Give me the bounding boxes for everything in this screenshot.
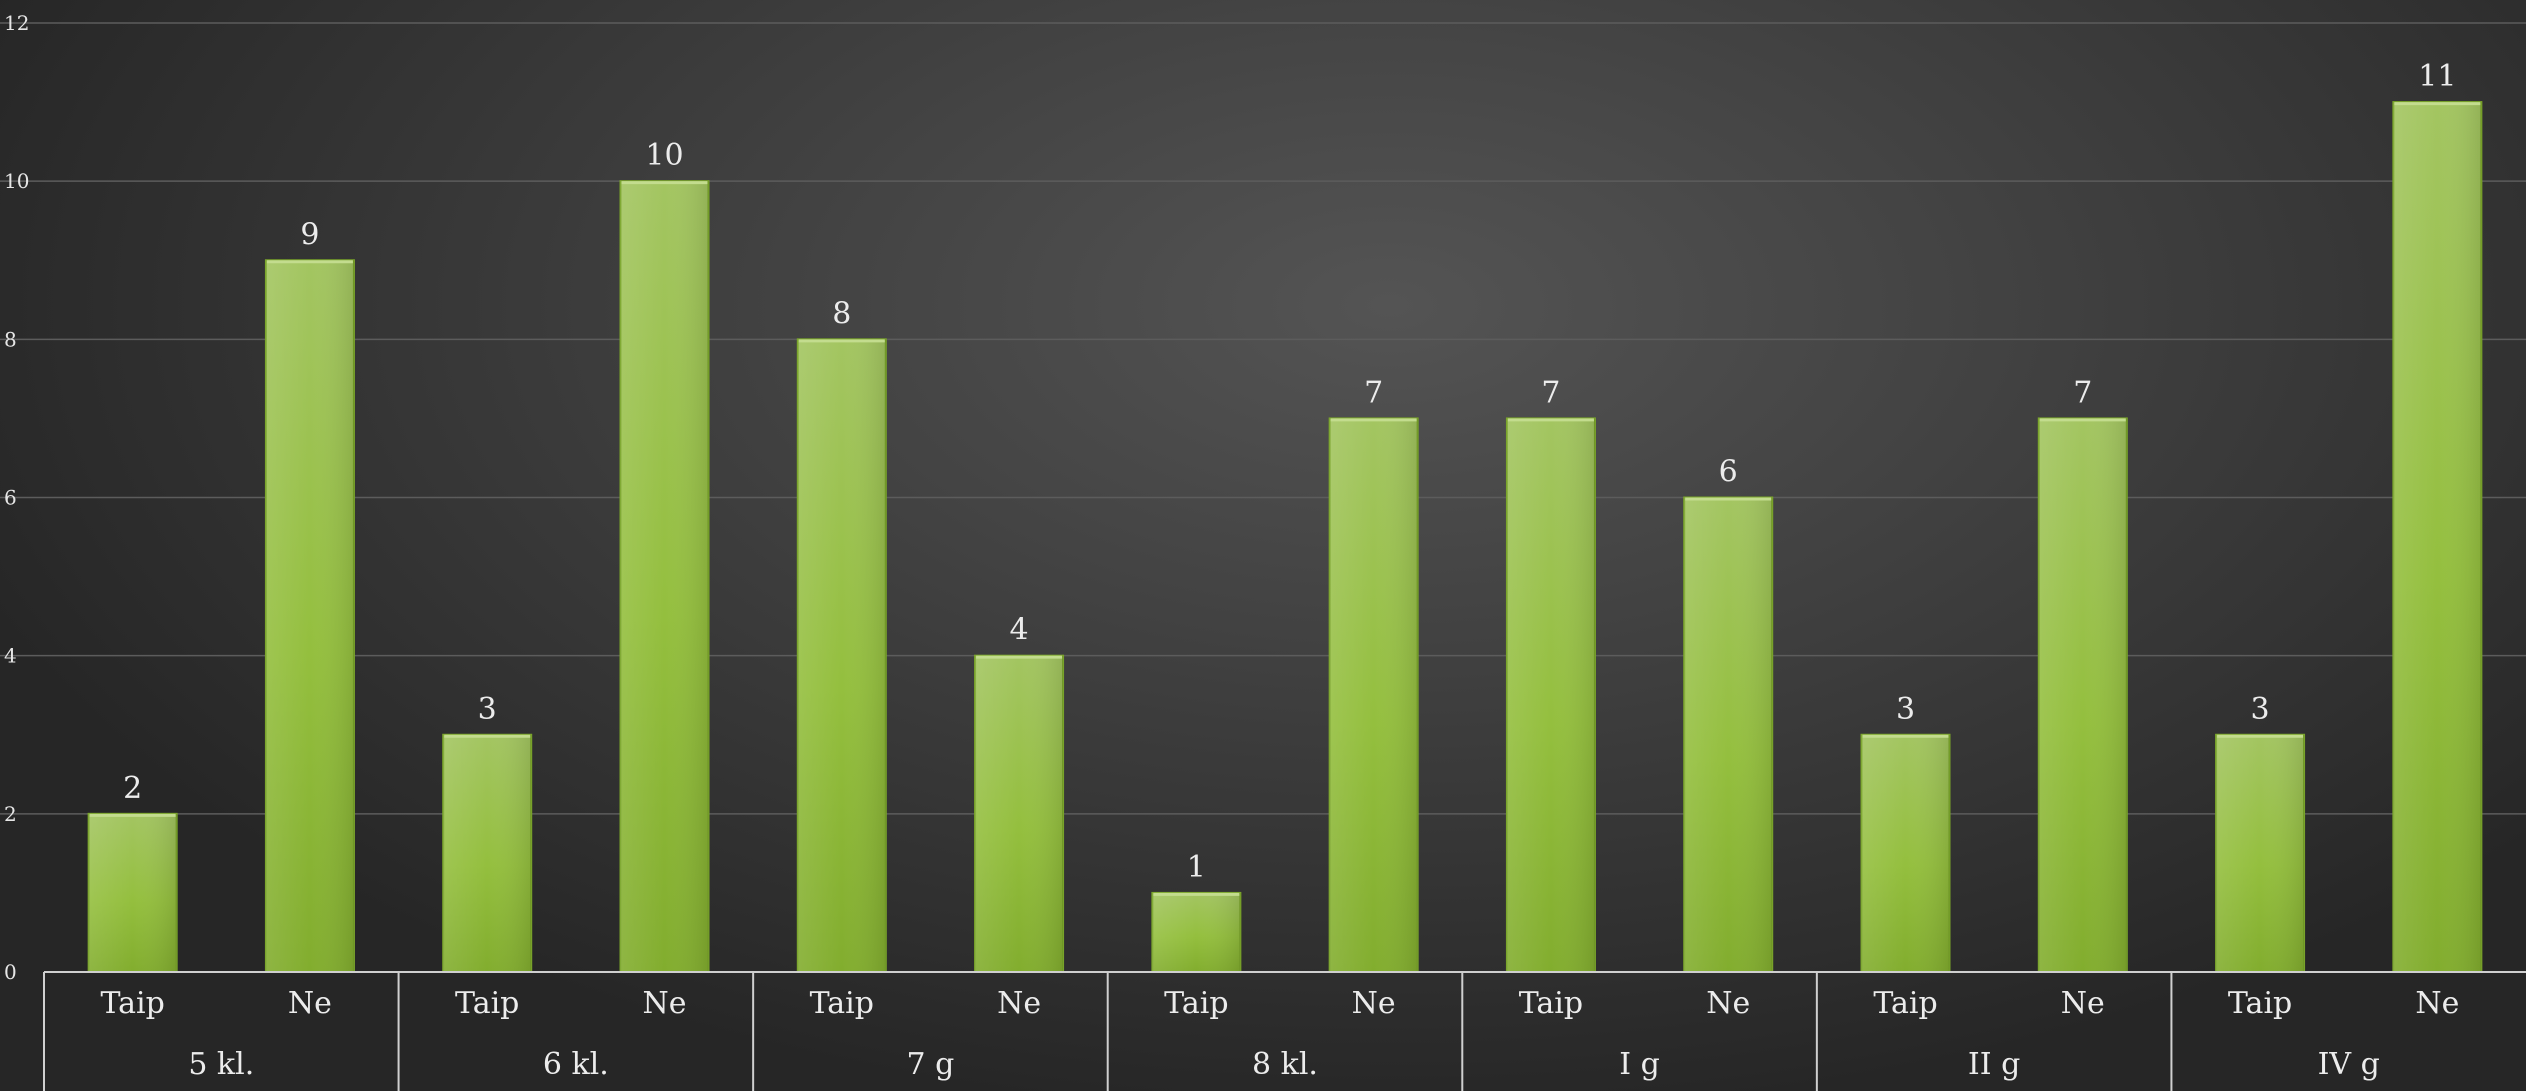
y-tick-label: 10 <box>4 169 29 193</box>
group-label: 8 kl. <box>1252 1047 1318 1082</box>
bar-shade <box>1152 892 1241 972</box>
category-label: Ne <box>288 986 332 1021</box>
bar-shade <box>2216 734 2305 972</box>
y-tick-label: 0 <box>4 960 17 984</box>
category-label: Taip <box>2228 986 2292 1021</box>
group-label: I g <box>1619 1047 1660 1082</box>
category-label: Ne <box>1352 986 1396 1021</box>
category-label: Ne <box>1706 986 1750 1021</box>
bars <box>87 101 2483 974</box>
y-tick-label: 2 <box>4 802 17 826</box>
bar-shade <box>1861 734 1950 972</box>
data-label: 11 <box>2418 59 2456 94</box>
bar-shade <box>620 181 709 972</box>
bar-shade <box>2393 102 2482 973</box>
category-label: Taip <box>100 986 164 1021</box>
category-label: Ne <box>642 986 686 1021</box>
bar-shade <box>797 339 886 972</box>
category-label: Taip <box>1873 986 1937 1021</box>
data-label: 3 <box>478 692 497 727</box>
category-label: Taip <box>455 986 519 1021</box>
data-label: 4 <box>1010 613 1029 648</box>
data-label: 3 <box>1896 692 1915 727</box>
category-label: Ne <box>2061 986 2105 1021</box>
data-label: 3 <box>2251 692 2270 727</box>
gridlines <box>0 22 2526 815</box>
bar-shade <box>443 734 532 972</box>
group-label: 6 kl. <box>543 1047 609 1082</box>
group-label: IV g <box>2318 1047 2380 1082</box>
data-label: 9 <box>300 217 319 252</box>
y-tick-label: 12 <box>4 11 29 35</box>
x-axis: Taip Ne 5 kl. Taip Ne 6 kl. Taip Ne 7 g Taip Ne 8 k… <box>43 971 2526 1091</box>
y-tick-label: 8 <box>4 327 17 351</box>
category-label: Taip <box>810 986 874 1021</box>
bar-shade <box>1506 418 1595 973</box>
y-axis-ticks: 0 2 4 6 8 10 12 <box>4 11 29 984</box>
data-labels: 2 9 3 10 8 4 1 7 7 6 3 7 3 11 <box>123 59 2456 885</box>
bar-shade <box>265 260 354 972</box>
data-label: 2 <box>123 771 142 806</box>
data-label: 7 <box>1541 375 1560 410</box>
group-label: II g <box>1968 1047 2020 1082</box>
bar-shade <box>1684 497 1773 972</box>
data-label: 8 <box>832 296 851 331</box>
y-tick-label: 6 <box>4 486 17 510</box>
data-label: 7 <box>1364 375 1383 410</box>
data-label: 1 <box>1187 850 1206 885</box>
bar-shade <box>2038 418 2127 973</box>
category-label: Taip <box>1519 986 1583 1021</box>
group-label: 5 kl. <box>188 1047 254 1082</box>
category-label: Ne <box>997 986 1041 1021</box>
data-label: 10 <box>645 138 683 173</box>
data-label: 6 <box>1719 455 1738 490</box>
category-label: Ne <box>2415 986 2459 1021</box>
data-label: 7 <box>2073 375 2092 410</box>
bar-shade <box>975 655 1064 972</box>
category-label: Taip <box>1164 986 1228 1021</box>
bar-shade <box>1329 418 1418 973</box>
group-label: 7 g <box>907 1047 955 1082</box>
bar-shade <box>88 813 177 972</box>
y-tick-label: 4 <box>4 644 17 668</box>
